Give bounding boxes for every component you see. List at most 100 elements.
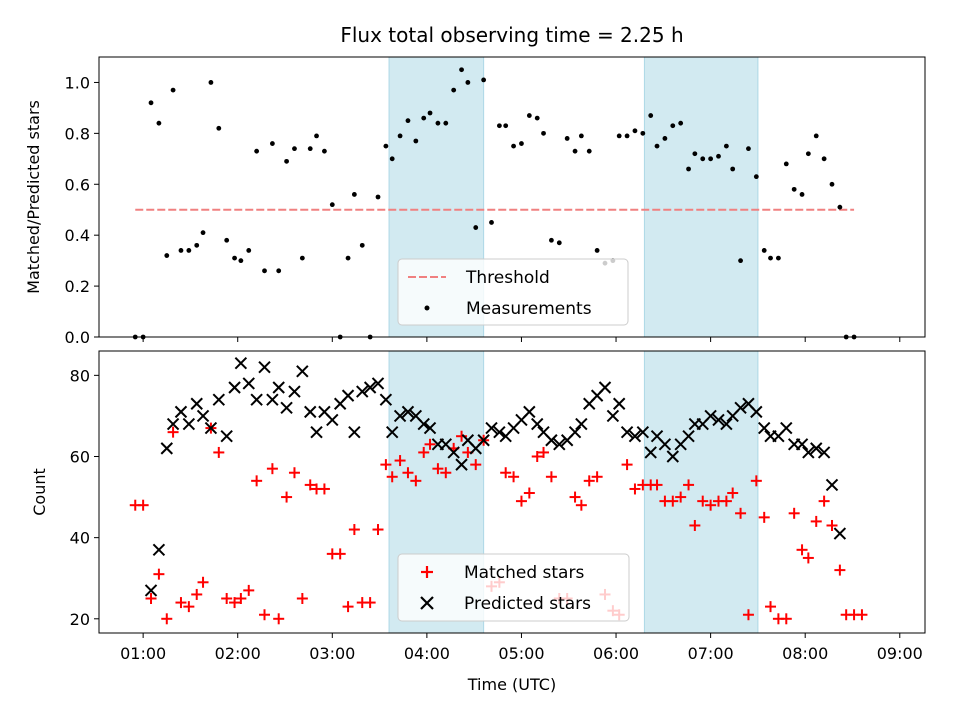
measurement-point xyxy=(443,120,449,126)
matched-star-point xyxy=(575,499,587,511)
measurement-point xyxy=(405,118,411,124)
measurement-point xyxy=(465,80,471,85)
matched-star-point xyxy=(281,491,293,503)
matched-legend-label: Matched stars xyxy=(464,563,584,583)
measurement-point xyxy=(345,255,351,261)
matched-star-point xyxy=(145,593,157,605)
matched-stars-points xyxy=(129,422,868,625)
matched-star-point xyxy=(213,446,225,458)
matched-star-point xyxy=(304,479,316,491)
measurement-point xyxy=(616,133,622,139)
matched-star-point xyxy=(621,459,633,471)
matched-star-point xyxy=(273,613,285,625)
measurement-point xyxy=(375,194,381,200)
y-tick-label: 80 xyxy=(70,366,90,385)
predicted-star-point xyxy=(553,438,566,451)
measurement-point xyxy=(640,130,646,136)
predicted-stars-points xyxy=(144,356,847,597)
predicted-legend-label: Predicted stars xyxy=(464,594,591,614)
measurement-point xyxy=(753,174,759,180)
predicted-star-point xyxy=(644,446,657,459)
matched-star-point xyxy=(720,495,732,507)
predicted-star-point xyxy=(310,425,323,439)
predicted-star-point xyxy=(825,478,839,492)
predicted-star-point xyxy=(296,365,309,378)
matched-star-point xyxy=(515,495,527,507)
predicted-legend-swatch xyxy=(420,596,434,610)
matched-star-point xyxy=(410,475,422,487)
predicted-star-point xyxy=(280,401,293,415)
matched-star-point xyxy=(651,479,663,491)
bottom-legend-box xyxy=(397,553,630,622)
measurement-point xyxy=(322,148,327,154)
measurement-point xyxy=(791,186,797,192)
measurement-point xyxy=(254,148,260,154)
x-tick-label: 01:00 xyxy=(120,644,166,663)
measurement-point xyxy=(170,87,176,93)
predicted-star-point xyxy=(363,381,377,394)
measurement-point xyxy=(594,248,600,253)
matched-star-point xyxy=(531,450,543,462)
matched-star-point xyxy=(826,519,838,531)
matched-star-point xyxy=(183,601,195,613)
measurement-point xyxy=(746,146,751,152)
matched-star-point xyxy=(727,487,739,499)
measurement-point xyxy=(451,87,457,93)
matched-star-point xyxy=(288,467,300,479)
matched-star-point xyxy=(735,507,747,519)
measurement-point xyxy=(578,133,584,139)
predicted-star-point xyxy=(750,405,763,419)
matched-star-point xyxy=(167,426,179,438)
predicted-star-point xyxy=(720,417,733,431)
predicted-star-point xyxy=(385,425,399,439)
matched-star-point xyxy=(394,455,406,467)
predicted-star-point xyxy=(356,385,369,398)
predicted-star-point xyxy=(682,430,695,443)
measurement-point xyxy=(829,181,835,187)
predicted-star-point xyxy=(190,397,203,410)
measurement-point xyxy=(761,248,767,253)
predicted-star-point xyxy=(628,430,642,443)
measurement-point xyxy=(200,230,206,236)
predicted-star-point xyxy=(242,377,255,390)
predicted-star-point xyxy=(204,421,218,435)
top-axes-frame xyxy=(98,56,926,338)
predicted-star-point xyxy=(620,425,634,439)
predicted-star-point xyxy=(704,409,717,423)
predicted-star-point xyxy=(288,385,301,398)
bottom-legend: Matched stars Predicted stars xyxy=(397,553,630,622)
measurement-point xyxy=(768,255,773,261)
x-tick-label: 08:00 xyxy=(782,644,828,663)
matched-star-point xyxy=(386,471,398,483)
y-tick-label: 60 xyxy=(70,447,90,466)
measurement-point xyxy=(799,192,805,197)
y-tick-label: 20 xyxy=(70,610,90,629)
measurement-point xyxy=(473,225,479,230)
predicted-star-point xyxy=(250,393,263,406)
matched-star-point xyxy=(545,471,557,483)
matched-star-point xyxy=(765,601,777,613)
matched-star-point xyxy=(364,597,376,609)
predicted-star-point xyxy=(220,430,233,443)
matched-star-point xyxy=(758,511,770,523)
measurement-point xyxy=(148,100,154,106)
predicted-star-point xyxy=(423,421,437,435)
chart-title: Flux total observing time = 2.25 h xyxy=(340,23,683,47)
matched-star-point xyxy=(802,552,814,564)
measurement-point xyxy=(164,253,170,258)
measurement-point xyxy=(564,136,570,141)
top-y-ticks: 0.0 0.2 0.4 0.6 0.8 1.0 xyxy=(65,73,99,347)
matched-star-point xyxy=(191,588,203,600)
predicted-star-point xyxy=(228,381,241,394)
top-x-ticks xyxy=(142,337,901,342)
matched-star-point xyxy=(750,475,762,487)
predicted-star-point xyxy=(795,438,809,451)
measurement-point xyxy=(813,133,819,139)
matched-star-point xyxy=(456,430,468,442)
y-tick-label: 0.0 xyxy=(65,328,90,347)
top-legend-box xyxy=(397,258,629,326)
matched-star-point xyxy=(538,446,550,458)
measurement-point xyxy=(216,125,222,131)
matched-star-point xyxy=(705,499,717,511)
matched-star-point xyxy=(667,495,679,507)
